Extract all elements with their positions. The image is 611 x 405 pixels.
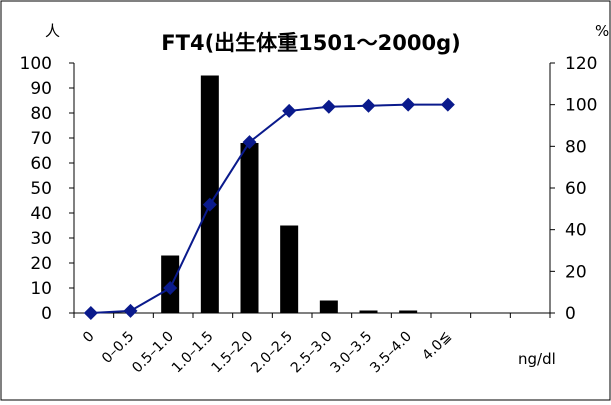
left-tick-label: 50: [30, 179, 52, 199]
cumulative-line: [90, 103, 448, 314]
bar: [240, 143, 259, 313]
line-point: [123, 303, 138, 318]
left-tick-label: 40: [30, 204, 52, 224]
left-tick-label: 0: [41, 304, 52, 324]
line-point: [242, 135, 257, 150]
line-point: [83, 306, 98, 320]
left-tick-label: 70: [30, 129, 52, 149]
right-tick-label: 80: [565, 137, 587, 157]
left-tick-label: 100: [20, 54, 52, 74]
x-axis-unit: ng/dl: [518, 350, 556, 368]
line-point: [202, 197, 217, 212]
left-axis-unit: 人: [45, 22, 60, 40]
left-tick-label: 20: [30, 254, 52, 274]
left-tick-label: 60: [30, 154, 52, 174]
bar: [359, 310, 378, 313]
line-point: [321, 99, 336, 114]
right-tick-label: 40: [565, 221, 587, 241]
left-tick-label: 80: [30, 104, 52, 124]
bar: [399, 310, 418, 313]
right-tick-label: 120: [565, 54, 597, 74]
right-tick-label: 20: [565, 262, 587, 282]
line-point: [401, 97, 416, 112]
bar: [200, 75, 219, 313]
bar: [280, 225, 299, 313]
chart-title: FT4(出生体重1501～2000g): [161, 31, 460, 55]
right-tick-label: 0: [565, 304, 576, 324]
left-tick-label: 30: [30, 229, 52, 249]
line-point: [282, 103, 297, 118]
right-axis-unit: %: [595, 22, 609, 40]
line-point: [440, 97, 455, 112]
line-point: [361, 98, 376, 113]
left-tick-label: 10: [30, 279, 52, 299]
bar: [319, 300, 338, 313]
right-tick-label: 60: [565, 179, 587, 199]
line-point: [163, 281, 178, 295]
left-tick-label: 90: [30, 79, 52, 99]
right-tick-label: 100: [565, 96, 597, 116]
